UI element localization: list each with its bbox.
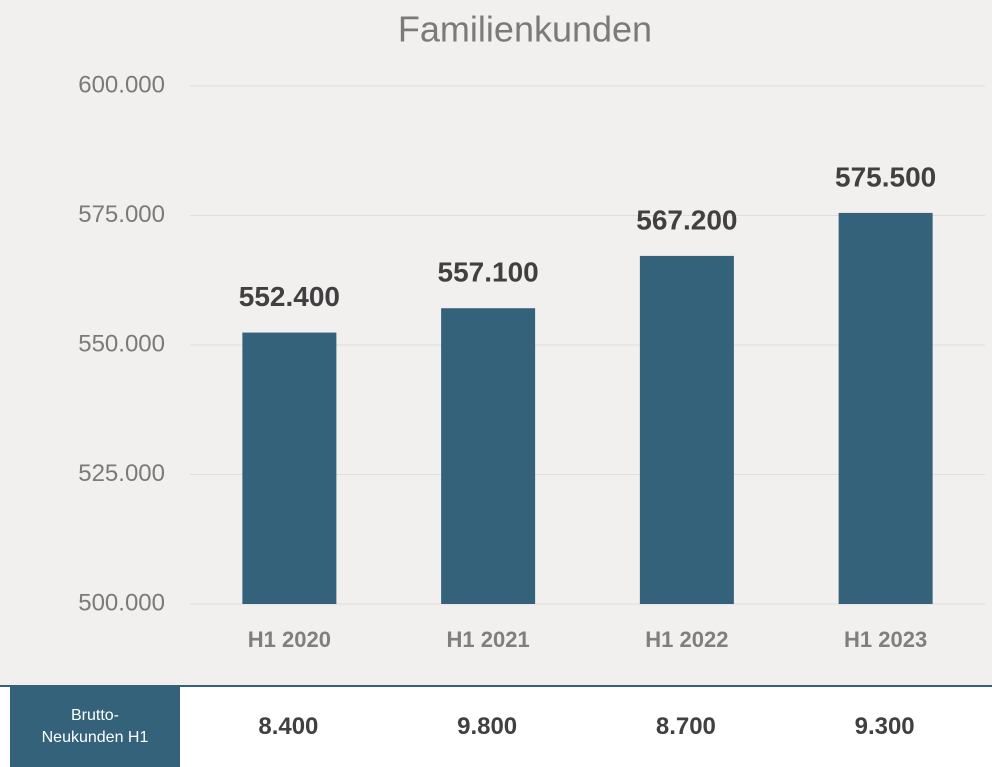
bar: [838, 212, 933, 604]
y-tick-label: 600.000: [78, 71, 165, 98]
value-label: 575.500: [835, 161, 936, 192]
chart: Familienkunden 500.000 525.000 550.000 575.…: [78, 9, 985, 652]
table-cell: 8.700: [655, 713, 716, 740]
x-tick-label: H1 2022: [645, 627, 728, 652]
bar: [639, 255, 734, 605]
y-tick-label: 500.000: [78, 589, 165, 616]
table-cell: 9.300: [854, 713, 915, 740]
table-cell: 8.400: [258, 713, 319, 740]
table-header: Brutto-Neukunden H1: [10, 687, 180, 767]
bar: [441, 308, 536, 604]
chart-title: Familienkunden: [398, 9, 652, 50]
table-cell: 9.800: [457, 713, 518, 740]
y-tick-label: 550.000: [78, 330, 165, 357]
x-tick-label: H1 2023: [844, 627, 927, 652]
x-tick-label: H1 2021: [447, 627, 530, 652]
table: Brutto-Neukunden H1 8.400 9.800 8.700 9.300: [0, 685, 992, 767]
y-tick-label: 575.000: [78, 201, 165, 228]
value-label: 557.100: [438, 257, 539, 288]
x-tick-label: H1 2020: [248, 627, 331, 652]
value-label: 567.200: [636, 204, 737, 235]
bar: [242, 332, 337, 604]
value-label: 552.400: [239, 281, 340, 312]
y-tick-label: 525.000: [78, 460, 165, 487]
table-header-text: Brutto-Neukunden H1: [41, 707, 149, 746]
